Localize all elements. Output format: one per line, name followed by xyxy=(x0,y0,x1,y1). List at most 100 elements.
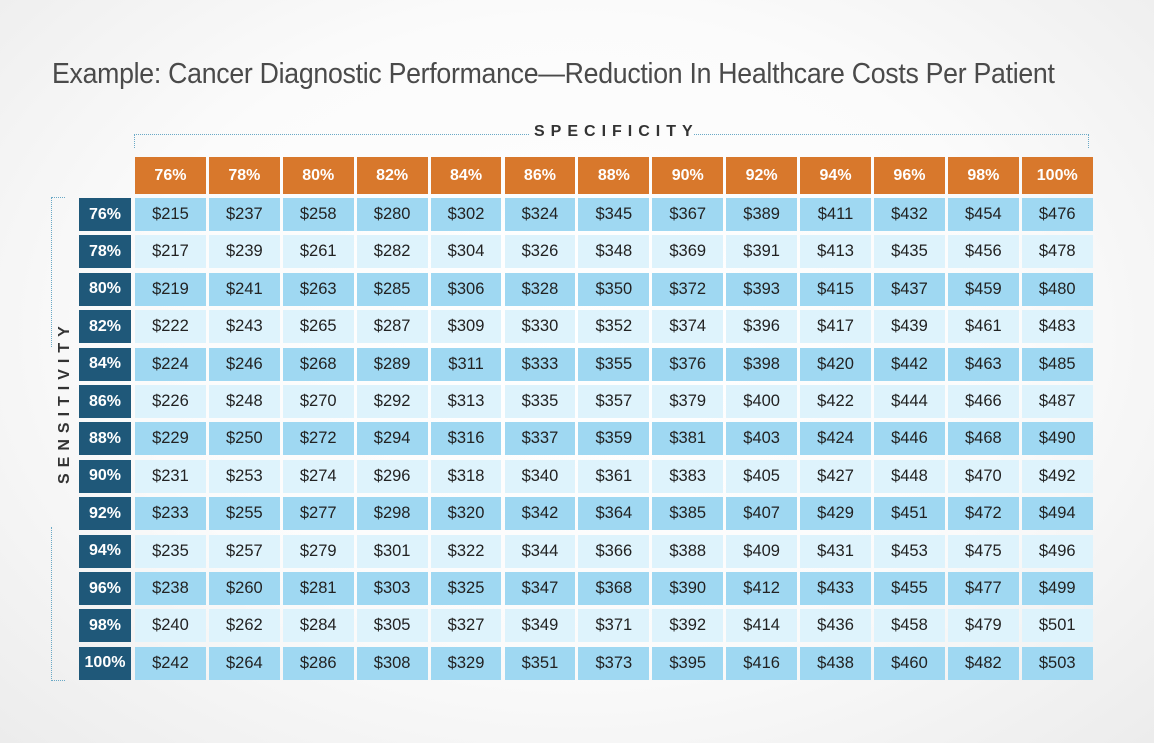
table-cell: $414 xyxy=(726,609,798,643)
specificity-axis-label: SPECIFICITY xyxy=(534,123,699,140)
column-header: 76% xyxy=(135,157,206,194)
table-cell: $400 xyxy=(726,385,798,418)
table-cell: $501 xyxy=(1021,609,1093,643)
table-cell: $415 xyxy=(800,272,871,306)
table-cell: $311 xyxy=(430,347,502,381)
table-cell: $446 xyxy=(874,422,945,456)
column-header: 96% xyxy=(874,157,945,194)
table-cell: $436 xyxy=(800,609,871,643)
table-cell: $431 xyxy=(800,534,871,568)
table-cell: $219 xyxy=(135,272,206,306)
row-header: 78% xyxy=(79,235,131,269)
table-cell: $330 xyxy=(504,310,576,344)
table-cell: $427 xyxy=(800,459,871,493)
column-header: 100% xyxy=(1021,157,1093,194)
table-cell: $458 xyxy=(874,609,945,643)
table-cell: $233 xyxy=(135,497,206,531)
table-cell: $333 xyxy=(504,347,576,381)
table-cell: $485 xyxy=(1021,347,1093,381)
table-cell: $389 xyxy=(726,198,798,231)
table-cell: $461 xyxy=(947,310,1019,344)
column-header: 92% xyxy=(726,157,798,194)
table-cell: $393 xyxy=(726,272,798,306)
table-cell: $438 xyxy=(800,646,871,680)
table-cell: $286 xyxy=(282,646,354,680)
table-cell: $270 xyxy=(282,385,354,418)
table-cell: $413 xyxy=(800,235,871,269)
table-cell: $477 xyxy=(947,572,1019,605)
table-cell: $309 xyxy=(430,310,502,344)
table-cell: $429 xyxy=(800,497,871,531)
table-cell: $470 xyxy=(947,459,1019,493)
table-cell: $303 xyxy=(356,572,428,605)
column-header: 78% xyxy=(208,157,280,194)
row-header: 80% xyxy=(79,272,131,306)
table-cell: $257 xyxy=(208,534,280,568)
table-cell: $460 xyxy=(874,646,945,680)
table-cell: $368 xyxy=(578,572,650,605)
table-cell: $289 xyxy=(356,347,428,381)
table-cell: $279 xyxy=(282,534,354,568)
table-cell: $261 xyxy=(282,235,354,269)
table-cell: $352 xyxy=(578,310,650,344)
table-cell: $405 xyxy=(726,459,798,493)
table-cell: $308 xyxy=(356,646,428,680)
table-cell: $475 xyxy=(947,534,1019,568)
table-cell: $258 xyxy=(282,198,354,231)
table-cell: $340 xyxy=(504,459,576,493)
table-cell: $215 xyxy=(135,198,206,231)
table-cell: $355 xyxy=(578,347,650,381)
row-header: 92% xyxy=(79,497,131,531)
table-cell: $243 xyxy=(208,310,280,344)
table-cell: $466 xyxy=(947,385,1019,418)
row-header: 76% xyxy=(79,198,131,231)
table-cell: $242 xyxy=(135,646,206,680)
table-cell: $298 xyxy=(356,497,428,531)
table-cell: $472 xyxy=(947,497,1019,531)
specificity-bracket: SPECIFICITY xyxy=(134,123,1089,148)
table-cell: $453 xyxy=(874,534,945,568)
table-cell: $373 xyxy=(578,646,650,680)
table-cell: $381 xyxy=(652,422,724,456)
table-cell: $296 xyxy=(356,459,428,493)
table-cell: $357 xyxy=(578,385,650,418)
table-cell: $231 xyxy=(135,459,206,493)
column-header: 88% xyxy=(578,157,650,194)
table-cell: $463 xyxy=(947,347,1019,381)
table-cell: $329 xyxy=(430,646,502,680)
table-cell: $280 xyxy=(356,198,428,231)
table-cell: $442 xyxy=(874,347,945,381)
table-cell: $239 xyxy=(208,235,280,269)
table-cell: $328 xyxy=(504,272,576,306)
chart-title: Example: Cancer Diagnostic Performance—R… xyxy=(52,58,1055,90)
table-cell: $396 xyxy=(726,310,798,344)
table-cell: $454 xyxy=(947,198,1019,231)
table-cell: $364 xyxy=(578,497,650,531)
table-cell: $253 xyxy=(208,459,280,493)
table-cell: $416 xyxy=(726,646,798,680)
table-cell: $412 xyxy=(726,572,798,605)
table-cell: $422 xyxy=(800,385,871,418)
table-cell: $337 xyxy=(504,422,576,456)
table-cell: $383 xyxy=(652,459,724,493)
table-cell: $496 xyxy=(1021,534,1093,568)
table-cell: $238 xyxy=(135,572,206,605)
table-cell: $432 xyxy=(874,198,945,231)
table-cell: $390 xyxy=(652,572,724,605)
table-cell: $260 xyxy=(208,572,280,605)
table-cell: $503 xyxy=(1021,646,1093,680)
table-cell: $376 xyxy=(652,347,724,381)
column-header: 94% xyxy=(800,157,871,194)
table-cell: $391 xyxy=(726,235,798,269)
table-cell: $262 xyxy=(208,609,280,643)
row-header: 84% xyxy=(79,347,131,381)
table-cell: $222 xyxy=(135,310,206,344)
sensitivity-axis-label: SENSITIVITY xyxy=(56,320,73,484)
table-cell: $347 xyxy=(504,572,576,605)
table-cell: $350 xyxy=(578,272,650,306)
table-cell: $480 xyxy=(1021,272,1093,306)
table-cell: $322 xyxy=(430,534,502,568)
table-cell: $324 xyxy=(504,198,576,231)
table-cell: $372 xyxy=(652,272,724,306)
table-cell: $335 xyxy=(504,385,576,418)
